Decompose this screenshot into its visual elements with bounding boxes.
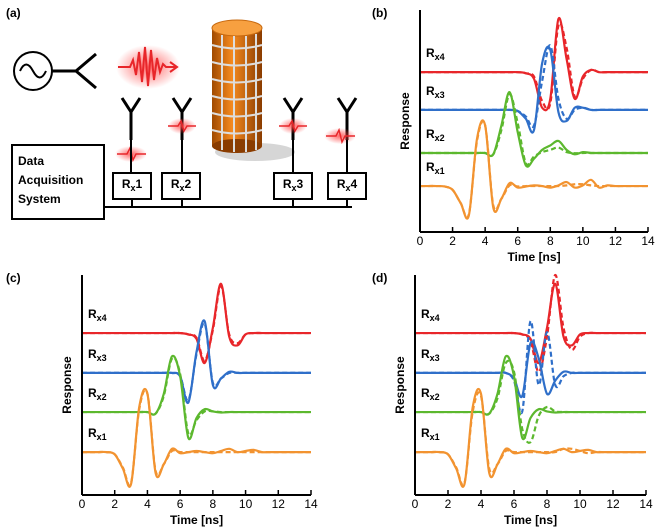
panel-label: (b) (372, 6, 387, 20)
x-tick-label: 10 (576, 234, 590, 248)
simulated-line (420, 45, 648, 127)
sine-icon (20, 65, 46, 78)
x-axis-label: Time [ns] (504, 513, 557, 527)
panel-label: (d) (372, 271, 387, 285)
response-line (420, 18, 648, 110)
simulated-line (415, 392, 646, 485)
x-axis-label: Time [ns] (507, 250, 560, 264)
series-label: Rx1 (426, 160, 445, 176)
x-tick-label: 10 (239, 497, 253, 511)
series-label: Rx1 (88, 426, 107, 442)
simulated-line (82, 358, 311, 436)
series-label: Rx3 (88, 347, 107, 363)
panel-label: (a) (6, 6, 21, 20)
x-tick-label: 8 (210, 497, 217, 511)
x-tick-label: 12 (606, 497, 620, 511)
x-tick-label: 2 (445, 497, 452, 511)
y-axis-label: Response (398, 92, 412, 150)
cylinder-top (212, 20, 262, 36)
series-label: Rx2 (426, 127, 445, 143)
x-tick-label: 4 (144, 497, 151, 511)
daq-text: System (18, 192, 61, 206)
x-tick-label: 8 (544, 497, 551, 511)
series-label: Rx4 (421, 307, 440, 323)
response-line (415, 356, 646, 439)
x-axis-label: Time [ns] (170, 513, 223, 527)
panel-label: (c) (6, 271, 21, 285)
y-axis-label: Response (60, 356, 74, 414)
x-tick-label: 0 (79, 497, 86, 511)
series-label: Rx2 (421, 386, 440, 402)
series-label: Rx2 (88, 386, 107, 402)
x-tick-label: 2 (111, 497, 118, 511)
x-tick-label: 12 (272, 497, 286, 511)
x-tick-label: 0 (417, 234, 424, 248)
series-label: Rx4 (88, 307, 107, 323)
response-line (82, 356, 311, 439)
simulated-line (82, 390, 311, 486)
x-tick-label: 6 (511, 497, 518, 511)
x-tick-label: 10 (573, 497, 587, 511)
series-label: Rx3 (421, 347, 440, 363)
x-tick-label: 8 (547, 234, 554, 248)
chart: (c) Rx4 Rx3 Rx2 Rx1 0 2 4 6 8 10 12 14 Time [ns] Respo… (6, 271, 318, 527)
series-label: Rx4 (426, 46, 445, 62)
cylinder (212, 28, 262, 146)
x-tick-label: 0 (412, 497, 419, 511)
x-tick-label: 4 (482, 234, 489, 248)
x-tick-label: 12 (609, 234, 623, 248)
chart: (d) Rx4 Rx3 Rx2 Rx1 0 2 4 6 8 10 12 14 Time [ns] Respo… (372, 271, 653, 527)
x-tick-label: 14 (641, 234, 655, 248)
response-line (420, 47, 648, 133)
figure: (a) Data Acquisition System Rx1Rx2Rx3Rx4… (0, 0, 665, 529)
tx-antenna (52, 54, 96, 88)
x-tick-label: 14 (304, 497, 318, 511)
x-tick-label: 6 (177, 497, 184, 511)
simulated-line (420, 121, 648, 217)
simulated-line (415, 321, 646, 413)
x-tick-label: 2 (449, 234, 456, 248)
x-tick-label: 4 (478, 497, 485, 511)
response-line (415, 342, 646, 398)
response-line (82, 389, 311, 487)
series-label: Rx3 (426, 84, 445, 100)
simulated-line (82, 323, 311, 401)
daq-text: Data (18, 154, 44, 168)
simulated-line (420, 23, 648, 109)
cylinder-bottom (212, 139, 262, 153)
daq-text: Acquisition (18, 173, 83, 187)
y-axis-label: Response (393, 356, 407, 414)
response-line (415, 389, 646, 487)
series-label: Rx1 (421, 426, 440, 442)
chart: (b) Rx4 Rx3 Rx2 Rx1 0 2 4 6 8 10 12 14 Time [ns] Respo… (372, 6, 655, 264)
x-tick-label: 6 (514, 234, 521, 248)
x-tick-label: 14 (639, 497, 653, 511)
response-line (420, 120, 648, 218)
